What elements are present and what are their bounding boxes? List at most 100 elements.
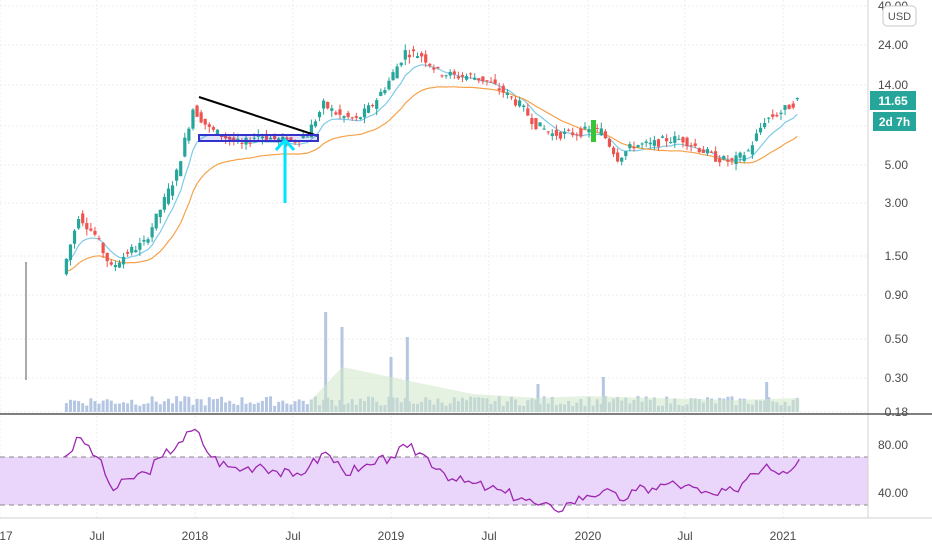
candle-body[interactable] xyxy=(179,161,183,177)
candle-body[interactable] xyxy=(158,209,162,218)
candle-body[interactable] xyxy=(170,185,175,196)
candle-body[interactable] xyxy=(779,112,783,115)
candle-body[interactable] xyxy=(771,114,775,117)
candle-body[interactable] xyxy=(709,151,714,153)
candle-body[interactable] xyxy=(734,155,738,165)
candle-body[interactable] xyxy=(791,103,795,108)
candle-body[interactable] xyxy=(722,156,726,160)
candle-body[interactable] xyxy=(481,76,485,82)
candle-body[interactable] xyxy=(505,92,509,95)
candle-body[interactable] xyxy=(142,239,146,242)
candle-body[interactable] xyxy=(746,150,750,152)
candle-body[interactable] xyxy=(681,137,685,143)
candle-body[interactable] xyxy=(624,151,628,157)
candle-body[interactable] xyxy=(787,104,791,110)
candle-body[interactable] xyxy=(154,213,158,229)
candle-body[interactable] xyxy=(162,196,166,210)
candle-body[interactable] xyxy=(342,116,346,118)
candle-body[interactable] xyxy=(121,256,126,265)
candle-body[interactable] xyxy=(72,230,77,244)
candle-body[interactable] xyxy=(562,131,567,134)
candle-body[interactable] xyxy=(415,56,420,58)
candle-body[interactable] xyxy=(346,112,350,117)
currency-badge[interactable]: USD xyxy=(882,5,917,27)
candle-body[interactable] xyxy=(387,80,391,90)
candle-body[interactable] xyxy=(579,128,583,137)
candle-body[interactable] xyxy=(701,149,705,153)
candle-body[interactable] xyxy=(783,105,787,110)
candle-body[interactable] xyxy=(546,131,550,133)
rsi-panel[interactable]: 80.00 40.00 xyxy=(0,428,908,513)
candle-body[interactable] xyxy=(730,158,734,161)
candle-body[interactable] xyxy=(665,138,669,142)
candle-body[interactable] xyxy=(493,79,497,84)
candle-body[interactable] xyxy=(693,143,697,147)
candle-body[interactable] xyxy=(750,145,754,155)
candle-body[interactable] xyxy=(599,128,603,136)
candle-body[interactable] xyxy=(436,67,440,69)
candle-body[interactable] xyxy=(742,155,746,162)
candle-body[interactable] xyxy=(550,133,554,137)
candle-body[interactable] xyxy=(411,49,416,52)
candle-body[interactable] xyxy=(113,264,117,268)
candle-body[interactable] xyxy=(191,109,195,129)
candle-body[interactable] xyxy=(150,227,154,238)
candle-body[interactable] xyxy=(281,136,285,142)
candle-body[interactable] xyxy=(183,137,187,157)
candle-body[interactable] xyxy=(509,96,514,98)
candle-body[interactable] xyxy=(530,117,534,125)
candle-body[interactable] xyxy=(444,75,448,77)
candle-body[interactable] xyxy=(518,100,522,107)
candle-body[interactable] xyxy=(640,143,644,145)
candle-body[interactable] xyxy=(407,54,411,58)
candle-body[interactable] xyxy=(726,159,730,162)
candle-body[interactable] xyxy=(391,72,395,81)
candle-body[interactable] xyxy=(685,137,689,147)
candle-body[interactable] xyxy=(644,141,648,143)
candle-body[interactable] xyxy=(558,132,563,139)
candle-body[interactable] xyxy=(595,127,599,129)
annotations[interactable] xyxy=(25,96,596,380)
candle-body[interactable] xyxy=(379,91,383,96)
candle-body[interactable] xyxy=(554,129,558,136)
candle-body[interactable] xyxy=(587,129,591,133)
candle-body[interactable] xyxy=(575,134,579,136)
candle-body[interactable] xyxy=(326,101,330,109)
candle-body[interactable] xyxy=(763,122,767,128)
candle-body[interactable] xyxy=(199,112,203,123)
candle-body[interactable] xyxy=(146,239,150,243)
candle-body[interactable] xyxy=(660,136,665,138)
candle-body[interactable] xyxy=(97,238,101,240)
candle-body[interactable] xyxy=(636,145,640,148)
candle-body[interactable] xyxy=(219,136,224,138)
candle-body[interactable] xyxy=(77,219,81,229)
candle-body[interactable] xyxy=(542,128,546,130)
descending-trendline[interactable] xyxy=(198,96,319,137)
candle-body[interactable] xyxy=(656,139,661,147)
candle-body[interactable] xyxy=(301,135,305,139)
candle-body[interactable] xyxy=(228,136,232,140)
candle-body[interactable] xyxy=(714,151,718,162)
candle-body[interactable] xyxy=(293,141,297,143)
candle-body[interactable] xyxy=(354,116,358,118)
candle-body[interactable] xyxy=(611,147,616,155)
candle-body[interactable] xyxy=(371,105,375,107)
candle-body[interactable] xyxy=(105,252,109,262)
rsi-line[interactable] xyxy=(63,428,800,513)
candle-body[interactable] xyxy=(718,158,722,163)
candle-body[interactable] xyxy=(334,112,338,115)
candle-body[interactable] xyxy=(448,72,452,76)
candle-body[interactable] xyxy=(452,71,456,75)
candle-body[interactable] xyxy=(456,76,460,79)
candle-body[interactable] xyxy=(477,78,481,81)
candle-body[interactable] xyxy=(513,99,518,106)
candle-body[interactable] xyxy=(395,66,399,79)
candle-body[interactable] xyxy=(485,80,489,82)
candle-body[interactable] xyxy=(207,124,211,127)
candle-body[interactable] xyxy=(571,132,575,136)
candle-body[interactable] xyxy=(240,142,244,144)
candle-body[interactable] xyxy=(767,117,771,119)
candle-body[interactable] xyxy=(68,244,73,260)
